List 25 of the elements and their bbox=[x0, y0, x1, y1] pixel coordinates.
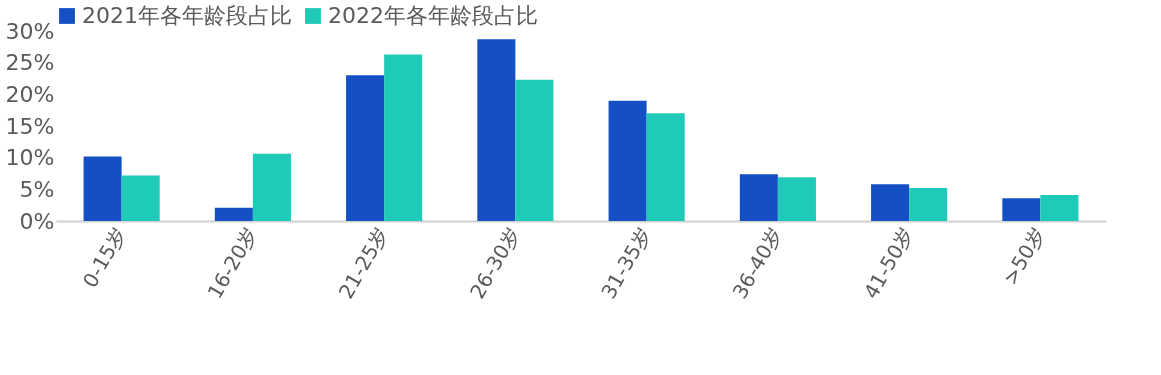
y-tick-label: 5% bbox=[19, 176, 55, 202]
y-tick-label: 10% bbox=[5, 145, 55, 171]
y-tick-label: 15% bbox=[5, 113, 55, 139]
bar bbox=[252, 153, 291, 221]
bar bbox=[909, 188, 948, 221]
bar bbox=[346, 75, 385, 221]
bar bbox=[871, 184, 910, 221]
legend-label: 2021年各年龄段占比 bbox=[82, 3, 292, 28]
bar bbox=[1040, 195, 1079, 221]
y-tick-label: 20% bbox=[5, 81, 55, 107]
bar bbox=[121, 175, 160, 221]
bar bbox=[515, 79, 554, 221]
legend-label: 2022年各年龄段占比 bbox=[328, 3, 538, 28]
bar bbox=[1002, 198, 1041, 221]
bar bbox=[477, 39, 516, 221]
y-tick-label: 30% bbox=[5, 18, 55, 44]
bar bbox=[83, 156, 122, 221]
bar bbox=[384, 54, 423, 221]
y-tick-label: 25% bbox=[5, 50, 55, 76]
bar bbox=[739, 174, 778, 221]
bar bbox=[777, 177, 816, 221]
bar bbox=[608, 100, 647, 221]
bar bbox=[214, 207, 253, 221]
bar bbox=[646, 113, 685, 221]
y-tick-label: 0% bbox=[19, 208, 55, 234]
